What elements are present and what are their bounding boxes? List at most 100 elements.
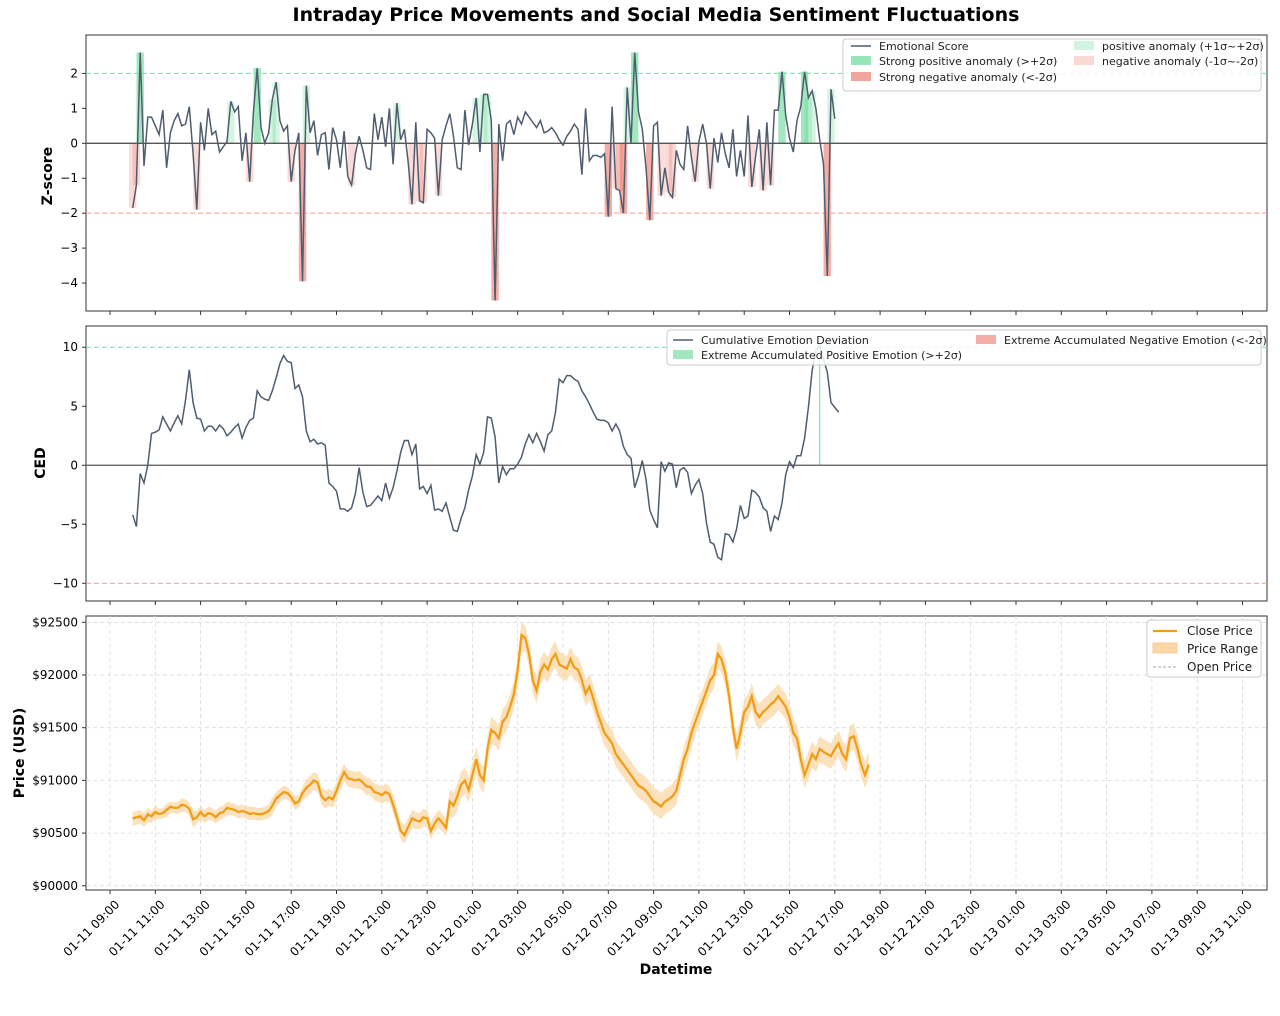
- positive-anomaly-fill: [778, 71, 786, 144]
- price-legend-label: Open Price: [1187, 660, 1252, 674]
- zscore-series: [131, 52, 836, 301]
- positive-anomaly-fill: [272, 82, 280, 144]
- zscore-y-tick-label: 2: [70, 66, 78, 80]
- zscore-y-tick-label: 1: [70, 101, 78, 115]
- price-y-tick-label: $92000: [32, 668, 78, 682]
- positive-anomaly-fill: [808, 90, 816, 144]
- ced-legend-label: Extreme Accumulated Negative Emotion (<-…: [1004, 334, 1267, 347]
- negative-anomaly-fill: [604, 143, 612, 217]
- negative-anomaly-fill: [419, 143, 428, 203]
- negative-anomaly-fill: [408, 143, 416, 205]
- negative-anomaly-fill: [766, 143, 775, 186]
- ced-line: [131, 343, 840, 561]
- positive-anomaly-fill: [472, 97, 480, 144]
- price-legend-label: Price Range: [1187, 642, 1258, 656]
- negative-anomaly-fill: [823, 143, 831, 277]
- zscore-y-axis-label: Z-score: [40, 147, 56, 205]
- emotional-score-line: [131, 52, 836, 301]
- negative-anomaly-fill: [415, 143, 424, 201]
- positive-anomaly-fill: [480, 94, 488, 144]
- zscore-legend-label: positive anomaly (+1σ~+2σ): [1102, 40, 1264, 53]
- legend-fill-swatch: [976, 335, 996, 344]
- zscore-y-tick-label: −3: [60, 241, 78, 255]
- negative-anomaly-fill: [748, 143, 756, 187]
- positive-anomaly-fill: [268, 99, 277, 144]
- ced-plot-area: [85, 325, 1268, 602]
- price-y-tick-label: $91500: [32, 721, 78, 735]
- zscore-legend-label: Strong positive anomaly (>+2σ): [879, 55, 1057, 68]
- ced-y-tick-label: −5: [60, 517, 78, 531]
- positive-anomaly-fill: [136, 52, 144, 144]
- ced-legend-box: [666, 329, 1262, 366]
- negative-anomaly-fill: [691, 143, 699, 182]
- negative-anomaly-fill: [287, 143, 295, 182]
- price-legend: Close Price Price Range Open Price: [1146, 619, 1262, 678]
- zscore-anomaly-fills: [128, 52, 835, 301]
- price-panel: $92500 $92000 $91500 $91000 $90500 $90000 Pri…: [12, 615, 1268, 893]
- legend-fill-swatch: [1074, 41, 1094, 50]
- ced-y-axis-label: CED: [33, 447, 49, 478]
- negative-anomaly-fill: [491, 143, 499, 301]
- ced-y-tick-label: −10: [53, 576, 78, 590]
- negative-anomaly-fill: [612, 143, 620, 189]
- price-y-tick-label: $92500: [32, 615, 78, 629]
- negative-anomaly-fill: [668, 143, 677, 198]
- negative-anomaly-fill: [619, 143, 628, 214]
- zscore-legend-label: Strong negative anomaly (<-2σ): [879, 71, 1057, 84]
- zscore-legend: Emotional Score Strong positive anomaly (…: [842, 38, 1264, 92]
- negative-anomaly-fill: [657, 143, 665, 196]
- positive-anomaly-fill: [800, 71, 809, 144]
- legend-fill-swatch: [1074, 56, 1094, 65]
- ced-y-tick-label: 5: [70, 399, 78, 413]
- positive-anomaly-fill: [631, 52, 639, 144]
- ced-y-tick-label: 0: [70, 458, 78, 472]
- price-plot-area: [85, 615, 1268, 891]
- zscore-legend-label: Emotional Score: [879, 40, 969, 53]
- negative-anomaly-fill: [615, 143, 624, 191]
- ced-y-ticks: 10 5 0 −5 −10: [53, 340, 86, 590]
- negative-anomaly-fill: [646, 143, 654, 221]
- price-legend-box: [1146, 619, 1262, 678]
- x-axis-label: Datetime: [640, 962, 713, 978]
- price-series: [132, 632, 870, 838]
- negative-anomaly-fill: [665, 143, 673, 193]
- ced-legend-label: Cumulative Emotion Deviation: [701, 334, 869, 347]
- negative-anomaly-fill: [298, 143, 307, 282]
- positive-anomaly-fill: [227, 101, 235, 144]
- zscore-legend-label: negative anomaly (-1σ~-2σ): [1102, 55, 1258, 68]
- ced-legend-label: Extreme Accumulated Positive Emotion (>+…: [701, 349, 962, 362]
- legend-fill-swatch: [851, 72, 871, 81]
- positive-anomaly-fill: [393, 103, 401, 144]
- legend-fill-swatch: [673, 350, 693, 359]
- negative-anomaly-fill: [706, 143, 714, 189]
- zscore-y-tick-label: −2: [60, 206, 78, 220]
- price-y-ticks: $92500 $92000 $91500 $91000 $90500 $90000: [32, 615, 86, 893]
- price-legend-label: Close Price: [1187, 624, 1253, 638]
- price-y-tick-label: $91000: [32, 773, 78, 787]
- zscore-y-tick-label: −4: [60, 276, 78, 290]
- positive-anomaly-fill: [253, 68, 261, 144]
- negative-anomaly-fill: [193, 143, 201, 210]
- legend-fill-swatch: [851, 56, 871, 65]
- ced-series: [131, 343, 840, 561]
- negative-anomaly-fill: [434, 143, 443, 196]
- zscore-legend-box: [842, 38, 1262, 92]
- positive-anomaly-fill: [804, 97, 813, 144]
- ced-y-tick-label: 10: [63, 340, 78, 354]
- positive-anomaly-fill: [623, 87, 631, 144]
- price-y-tick-label: $90000: [32, 879, 78, 893]
- zscore-y-tick-label: −1: [60, 171, 78, 185]
- positive-anomaly-fill: [483, 94, 492, 144]
- ced-legend: Cumulative Emotion Deviation Extreme Accu…: [666, 329, 1267, 366]
- close-price-line: [132, 632, 870, 838]
- price-y-tick-label: $90500: [32, 826, 78, 840]
- negative-anomaly-fill: [128, 143, 137, 208]
- negative-anomaly-fill: [347, 143, 356, 186]
- figure-title: Intraday Price Movements and Social Medi…: [293, 4, 1020, 26]
- zscore-y-ticks: 2 1 0 −1 −2 −3 −4: [60, 66, 86, 290]
- negative-anomaly-fill: [759, 143, 767, 191]
- zscore-panel: 2 1 0 −1 −2 −3 −4 Z-score Emotional Score Stron…: [40, 34, 1268, 312]
- ced-panel: 10 5 0 −5 −10 CED Cumulative Emotion Deviati…: [33, 325, 1268, 602]
- zscore-y-tick-label: 0: [70, 136, 78, 150]
